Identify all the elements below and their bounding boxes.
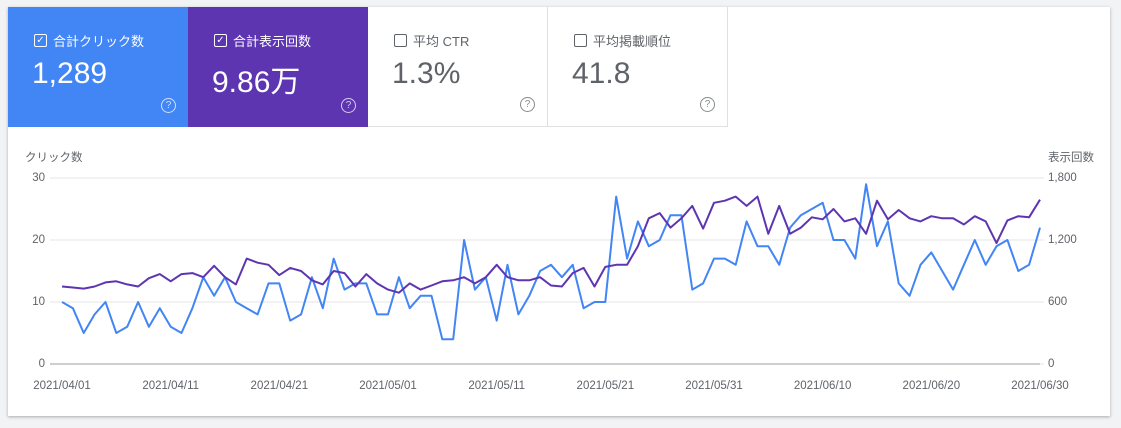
help-icon[interactable]: ? [520,97,535,112]
metric-value: 1,289 [32,57,108,90]
y-axis-title: クリック数 [25,150,83,164]
metric-card[interactable]: ✓ 合計表示回数 9.86万 ? [188,7,368,127]
x-tick-label: 2021/04/21 [251,380,309,392]
metric-card[interactable]: 平均掲載順位 41.8 ? [548,7,728,127]
metric-value: 9.86万 [212,66,301,99]
x-tick-label: 2021/05/01 [359,380,417,392]
x-tick-label: 2021/06/10 [794,380,852,392]
y2-tick-label: 1,800 [1048,172,1077,184]
x-tick-label: 2021/06/30 [1011,380,1069,392]
y-tick-label: 0 [39,358,45,370]
x-tick-label: 2021/05/31 [685,380,743,392]
x-tick-label: 2021/04/01 [33,380,91,392]
y-tick-label: 10 [32,296,45,308]
metric-label: 合計クリック数 [53,34,145,49]
y2-axis-title: 表示回数 [1048,150,1094,164]
metric-label: 平均 CTR [413,34,470,49]
help-icon[interactable]: ? [700,97,715,112]
x-tick-label: 2021/05/11 [468,380,525,392]
x-tick-label: 2021/04/11 [142,380,199,392]
x-tick-label: 2021/06/20 [903,380,961,392]
metric-card[interactable]: 平均 CTR 1.3% ? [368,7,548,127]
metric-value: 41.8 [572,57,631,90]
series-line [61,183,1041,341]
metric-value: 1.3% [392,57,461,90]
y2-tick-label: 1,200 [1048,234,1077,246]
y2-tick-label: 600 [1048,296,1067,308]
y2-tick-label: 0 [1048,358,1054,370]
x-tick-label: 2021/05/21 [577,380,635,392]
y-tick-label: 20 [32,234,45,246]
y-tick-label: 30 [32,172,45,184]
metric-label: 合計表示回数 [233,34,312,49]
performance-panel: ✓ 合計クリック数 1,289 ? ✓ 合計表示回数 9.86万 ? 平均 CTR … [8,7,1110,416]
metric-label: 平均掲載順位 [593,34,672,49]
series-line [61,195,1041,294]
metric-card[interactable]: ✓ 合計クリック数 1,289 ? [8,7,188,127]
help-icon[interactable]: ? [341,98,356,113]
help-icon[interactable]: ? [161,98,176,113]
